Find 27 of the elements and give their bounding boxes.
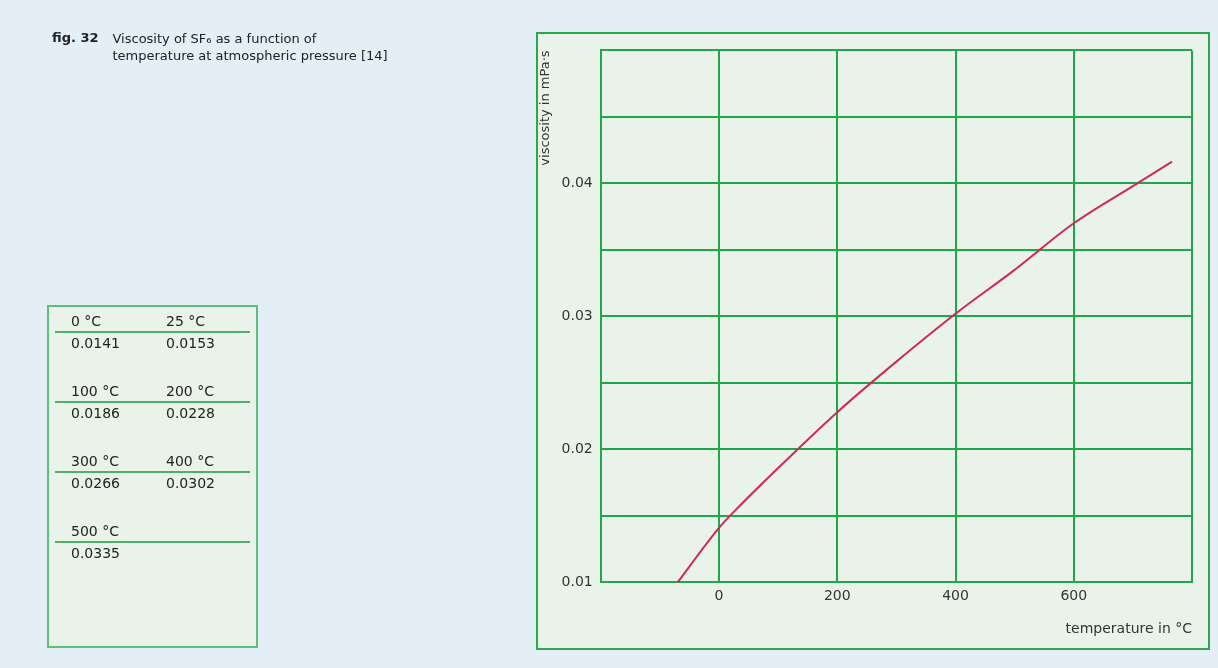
y-tick-label: 0.02	[561, 440, 593, 457]
y-axis-title: viscosity in mPa·s	[537, 50, 553, 166]
line-series	[676, 161, 1173, 583]
y-tick-label: 0.01	[561, 573, 593, 590]
x-tick-label: 400	[942, 587, 969, 604]
text: 300 °C	[70, 453, 120, 469]
text: 400 °C	[165, 453, 215, 469]
text: 0.0141	[70, 335, 121, 351]
text: 100 °C	[70, 383, 120, 399]
text: 0 °C	[70, 313, 103, 329]
text: 0.0266	[70, 475, 121, 491]
text: 500 °C	[70, 523, 120, 539]
text: fig. 32	[52, 30, 99, 47]
x-axis-title: temperature in °C	[1065, 620, 1193, 637]
text: 0.0335	[70, 545, 121, 561]
text: Viscosity of SF₆ as a function of temperature at atmospheric pressure [14]	[112, 30, 389, 64]
y-tick-label: 0.03	[561, 307, 593, 324]
text: 0.0186	[70, 405, 121, 421]
x-tick-label: 0	[714, 587, 724, 604]
text: 25 °C	[165, 313, 207, 329]
text: 0.0153	[165, 335, 216, 351]
text: 200 °C	[165, 383, 215, 399]
y-tick-label: 0.04	[561, 174, 593, 191]
text: 0.0228	[165, 405, 216, 421]
x-tick-label: 200	[823, 587, 851, 604]
x-tick-label: 600	[1060, 587, 1088, 604]
text: 0.0302	[165, 475, 216, 491]
